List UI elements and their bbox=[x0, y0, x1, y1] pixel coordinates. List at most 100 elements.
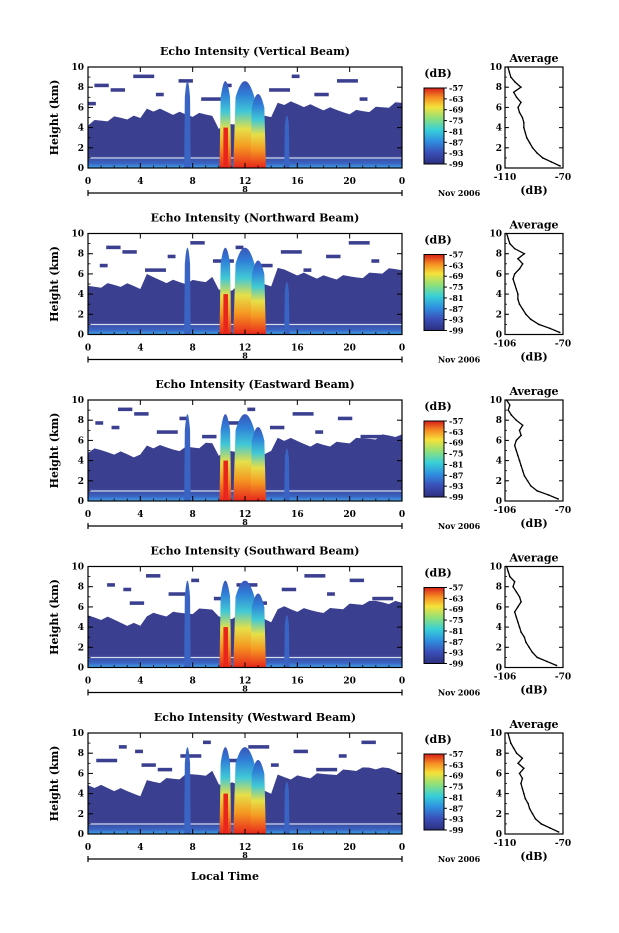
profile-point bbox=[523, 121, 525, 124]
profile-y-tick-label: 6 bbox=[496, 103, 502, 113]
profile-point bbox=[528, 141, 531, 144]
x-tick-label: 12 bbox=[239, 677, 252, 687]
upper-patch bbox=[314, 92, 329, 97]
profile-x-tick-label: -106 bbox=[494, 340, 517, 350]
x-tick-label: 12 bbox=[239, 344, 252, 354]
x-tick-label: 20 bbox=[343, 843, 356, 853]
profile-x-tick-label: -70 bbox=[555, 506, 571, 516]
profile-point bbox=[510, 414, 513, 416]
profile-point bbox=[540, 823, 543, 825]
profile-x-tick-label: -70 bbox=[555, 340, 571, 350]
profile-point bbox=[523, 636, 526, 638]
profile-point bbox=[513, 580, 516, 583]
x-tick-label: 4 bbox=[137, 843, 143, 853]
colorbar-tick-label: -75 bbox=[449, 615, 463, 625]
panel-title: Echo Intensity (Northward Beam) bbox=[151, 212, 360, 225]
upper-patch bbox=[203, 740, 211, 745]
profile-point bbox=[515, 449, 518, 452]
profile-point bbox=[526, 480, 529, 482]
profile-point bbox=[518, 459, 521, 462]
colorbar-tick-label: -75 bbox=[449, 116, 463, 126]
profile-point bbox=[531, 813, 534, 815]
y-tick-label: 10 bbox=[71, 563, 84, 573]
colorbar-tick-label: -69 bbox=[449, 271, 464, 281]
upper-patch bbox=[145, 268, 166, 272]
x-tick-label: 0 bbox=[85, 510, 91, 520]
colorbar-tick-label: -69 bbox=[449, 604, 464, 614]
heatmap bbox=[88, 740, 402, 834]
profile-point bbox=[515, 752, 518, 754]
panel-3: Echo Intensity (Eastward Beam) 0 2 4 6 8 10 Hei… bbox=[48, 378, 571, 531]
profile-point bbox=[512, 747, 515, 749]
profile-point bbox=[518, 111, 521, 114]
profile-y-tick-label: 8 bbox=[496, 416, 502, 426]
colorbar-tick-label: -87 bbox=[449, 470, 463, 480]
profile-point bbox=[518, 429, 521, 432]
convective-core bbox=[223, 127, 228, 168]
upper-patch bbox=[248, 745, 270, 749]
colorbar-unit: (dB) bbox=[424, 567, 451, 580]
day-label: 8 bbox=[242, 684, 248, 694]
convective-tower bbox=[250, 260, 266, 335]
profile-point bbox=[520, 101, 522, 104]
profile-x-tick-label: -110 bbox=[494, 839, 517, 849]
date-label: Nov 2006 bbox=[438, 688, 481, 698]
x-tick-label: 16 bbox=[291, 510, 304, 520]
y-tick-label: 10 bbox=[71, 63, 84, 73]
colorbar-tick-label: -93 bbox=[449, 148, 464, 158]
x-tick-label: 8 bbox=[190, 344, 196, 354]
upper-patch bbox=[359, 97, 368, 101]
profile-point bbox=[549, 327, 551, 330]
colorbar-tick-label: -87 bbox=[449, 137, 463, 147]
convective-tower bbox=[219, 414, 232, 501]
colorbar-tick-label: -75 bbox=[449, 282, 463, 292]
colorbar-tick-label: -93 bbox=[449, 648, 464, 658]
upper-patch bbox=[304, 574, 326, 578]
date-label: Nov 2006 bbox=[438, 521, 481, 531]
upper-patch bbox=[96, 758, 118, 763]
profile-point bbox=[515, 419, 518, 422]
upper-patch bbox=[122, 250, 137, 254]
y-axis-label: Height (km) bbox=[48, 579, 61, 655]
upper-patch bbox=[129, 601, 145, 605]
upper-patch bbox=[99, 263, 108, 268]
heatmap bbox=[88, 407, 402, 501]
profile-y-tick-label: 8 bbox=[496, 749, 502, 759]
profile-point bbox=[512, 91, 515, 94]
upper-patch bbox=[258, 263, 273, 268]
y-tick-label: 4 bbox=[78, 790, 84, 800]
profile-point bbox=[557, 498, 559, 500]
profile-x-tick-label: -106 bbox=[494, 506, 517, 516]
upper-patch bbox=[293, 749, 308, 754]
profile-point bbox=[524, 131, 527, 134]
upper-patch bbox=[157, 767, 173, 772]
convective-tower bbox=[219, 81, 232, 168]
profile-point bbox=[525, 136, 528, 139]
x-tick-label: 0 bbox=[85, 344, 91, 354]
x-tick-label: 20 bbox=[343, 344, 356, 354]
x-tick-label: 0 bbox=[399, 677, 405, 687]
y-tick-label: 4 bbox=[78, 623, 84, 633]
upper-patch bbox=[371, 259, 380, 263]
colorbar-tick-label: -69 bbox=[449, 771, 464, 781]
heatmap bbox=[88, 574, 402, 668]
x-tick-label: 16 bbox=[291, 843, 304, 853]
profile-point bbox=[507, 66, 509, 68]
profile-y-tick-label: 4 bbox=[496, 124, 502, 134]
upper-patch bbox=[145, 574, 161, 578]
profile-point bbox=[555, 664, 558, 667]
profile-point bbox=[528, 807, 531, 810]
profile-point bbox=[531, 651, 534, 654]
x-tick-label: 4 bbox=[137, 344, 143, 354]
profile-point bbox=[557, 831, 560, 833]
profile-point bbox=[529, 485, 532, 487]
profile-point bbox=[520, 434, 522, 437]
upper-patch bbox=[337, 416, 353, 421]
upper-patch bbox=[316, 767, 338, 772]
colorbar-tick-label: -63 bbox=[449, 593, 464, 603]
profile-point bbox=[517, 298, 519, 300]
x-tick-label: 4 bbox=[137, 177, 143, 187]
profile-point bbox=[518, 626, 521, 628]
profile-y-tick-label: 6 bbox=[496, 436, 502, 446]
